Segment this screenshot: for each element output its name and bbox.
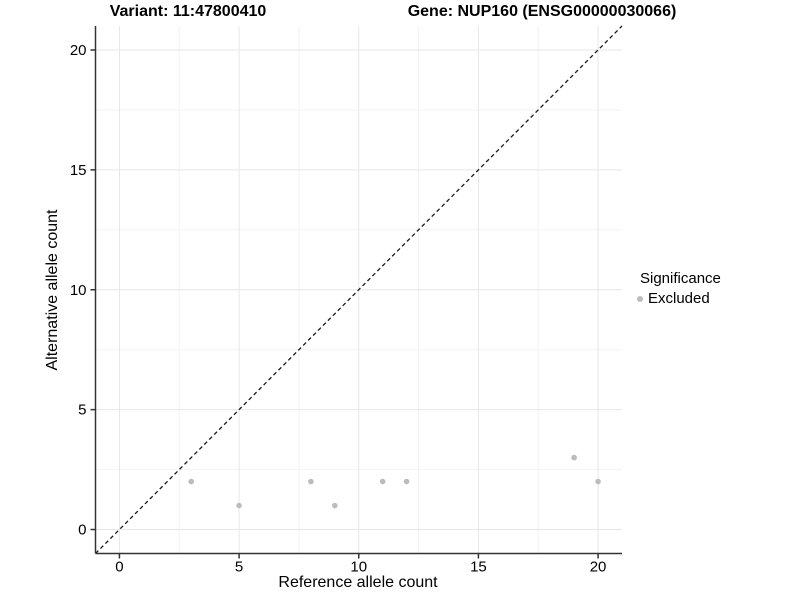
plot-title-variant: Variant: 11:47800410 [109, 3, 267, 20]
legend-entry-excluded: Excluded [633, 290, 721, 307]
y-tick-label: 5 [78, 402, 86, 419]
data-point [332, 502, 338, 509]
data-point [379, 478, 386, 485]
y-tick-label: 10 [70, 282, 87, 299]
x-axis-title: Reference allele count [278, 574, 438, 591]
legend-title: Significance [640, 270, 721, 287]
x-tick-label: 10 [350, 559, 367, 576]
y-axis-title: Alternative allele count [44, 209, 61, 371]
data-point [571, 454, 577, 461]
y-tick-label: 20 [70, 42, 87, 59]
x-tick-label: 15 [470, 559, 487, 576]
y-tick-label: 15 [70, 162, 87, 179]
legend-point-icon [637, 295, 643, 302]
legend-entry-label: Excluded [648, 290, 710, 307]
data-point [403, 478, 410, 485]
data-point [188, 478, 195, 485]
y-tick-label: 0 [78, 522, 86, 539]
x-tick-label: 20 [590, 559, 607, 576]
legend: Significance Excluded [633, 270, 721, 307]
x-tick-label: 5 [235, 559, 243, 576]
x-tick-label: 0 [115, 559, 123, 576]
data-point [595, 478, 601, 485]
identity-line [95, 25, 623, 554]
plot-title-gene: Gene: NUP160 (ENSG00000030066) [407, 3, 677, 20]
data-point [308, 478, 314, 485]
data-point [236, 502, 242, 509]
